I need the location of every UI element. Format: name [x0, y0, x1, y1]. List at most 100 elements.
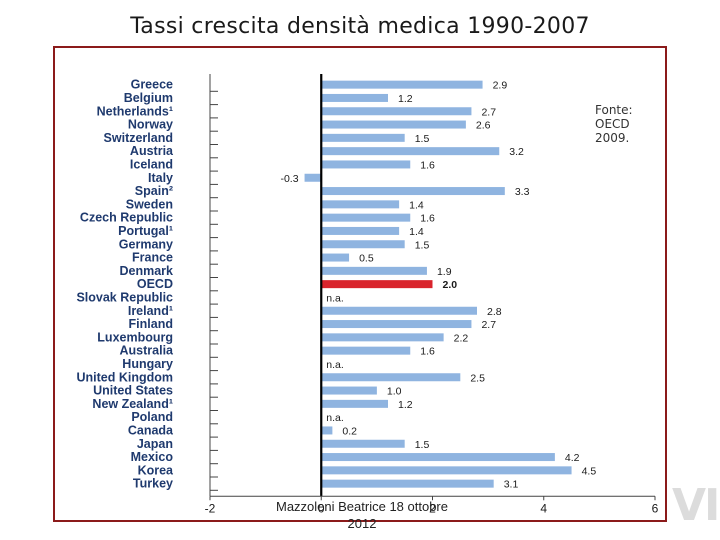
category-label: United States: [93, 384, 173, 398]
bar: [321, 346, 411, 355]
category-label: Belgium: [124, 91, 173, 105]
footer-line-2: 2012: [347, 516, 377, 531]
bar: [321, 240, 405, 249]
bar: [321, 133, 405, 142]
category-label: Greece: [131, 78, 173, 92]
x-tick-label: 4: [540, 501, 547, 515]
data-label: 4.2: [565, 452, 580, 464]
logo: VI: [672, 480, 720, 531]
bar-chart: Greece 2.9 Belgium 1.2 Netherlands¹ 2.7 Norway…: [76, 74, 659, 515]
data-label: 1.9: [437, 266, 452, 278]
category-label: Turkey: [133, 477, 173, 491]
category-label: Netherlands¹: [97, 104, 173, 118]
bar: [321, 439, 405, 448]
bar: [321, 386, 377, 395]
data-label: 1.0: [387, 386, 402, 398]
data-label: 0.2: [342, 425, 357, 437]
data-label: 1.5: [415, 439, 430, 451]
data-label: -0.3: [280, 173, 298, 185]
category-label: Portugal¹: [118, 224, 173, 238]
data-label: 2.7: [481, 106, 496, 118]
data-label: 1.4: [409, 226, 424, 238]
bar: [321, 466, 572, 475]
category-label: Germany: [119, 237, 173, 251]
bar: [321, 107, 472, 116]
x-tick-label: -2: [205, 501, 216, 515]
bar: [321, 333, 444, 342]
bar: [321, 266, 427, 275]
category-label: Austria: [130, 144, 174, 158]
category-label: Canada: [128, 423, 174, 437]
data-label: 1.6: [420, 346, 435, 358]
source-label: Fonte: OECD 2009.: [595, 103, 633, 145]
bar: [321, 120, 466, 129]
category-label: Czech Republic: [80, 211, 173, 225]
bar: [321, 479, 494, 488]
bar: [321, 320, 472, 329]
category-label: New Zealand¹: [92, 397, 173, 411]
data-label: 2.8: [487, 306, 502, 318]
bar: [321, 453, 555, 462]
data-label-na: n.a.: [326, 412, 344, 424]
category-label: Hungary: [122, 357, 173, 371]
data-label: 1.5: [415, 239, 430, 251]
x-tick-label: 6: [652, 501, 659, 515]
category-label: Denmark: [120, 264, 174, 278]
category-label: Japan: [137, 437, 173, 451]
data-label: 2.6: [476, 120, 491, 132]
data-label: 1.6: [420, 159, 435, 171]
category-label: Sweden: [126, 197, 173, 211]
bar: [321, 80, 483, 89]
data-label: 3.3: [515, 186, 530, 198]
category-label: Slovak Republic: [76, 290, 173, 304]
data-label: 2.9: [493, 80, 508, 92]
chart-frame: Fonte: OECD 2009. Greece 2.9 Belgium 1.2 Net…: [53, 46, 667, 522]
bar: [321, 426, 333, 435]
category-label: United Kingdom: [76, 370, 173, 384]
bar: [321, 213, 411, 222]
footer-text: Mazzoleni Beatrice 18 ottobre 2012: [262, 498, 462, 532]
data-label: 1.5: [415, 133, 430, 145]
category-label: Korea: [138, 463, 174, 477]
data-label: 2.7: [481, 319, 496, 331]
data-label: 0.5: [359, 253, 374, 265]
bar: [321, 93, 388, 102]
category-label: Mexico: [131, 450, 174, 464]
data-label-na: n.a.: [326, 292, 344, 304]
x-tick-label: 0: [318, 501, 325, 515]
category-label: Ireland¹: [128, 304, 173, 318]
data-label: 3.1: [504, 479, 519, 491]
x-tick-label: 2: [429, 501, 436, 515]
bar: [321, 200, 400, 209]
slide-title: Tassi crescita densità medica 1990-2007: [130, 14, 590, 39]
data-label: 1.2: [398, 399, 413, 411]
category-label: Italy: [148, 171, 173, 185]
bar: [321, 306, 477, 315]
bar: [304, 173, 322, 182]
data-label: 1.4: [409, 199, 424, 211]
bar: [321, 253, 350, 262]
data-label: 1.2: [398, 93, 413, 105]
data-label: 2.2: [454, 332, 469, 344]
bar: [321, 147, 500, 156]
category-label: Spain²: [135, 184, 173, 198]
footer-line-1: Mazzoleni Beatrice 18 ottobre: [276, 499, 448, 514]
category-label: Iceland: [130, 157, 173, 171]
category-label: Switzerland: [104, 131, 173, 145]
bar: [321, 399, 388, 408]
data-label: 2.0: [443, 279, 458, 291]
bar: [321, 160, 411, 169]
data-label: 1.6: [420, 213, 435, 225]
category-label: Luxembourg: [97, 330, 173, 344]
bar: [321, 226, 400, 235]
category-label: Finland: [129, 317, 173, 331]
data-label-na: n.a.: [326, 359, 344, 371]
data-label: 4.5: [582, 465, 597, 477]
bar: [321, 187, 505, 196]
category-label: Australia: [120, 344, 175, 358]
category-label: France: [132, 251, 173, 265]
data-label: 3.2: [509, 146, 524, 158]
bar-highlight: [321, 280, 433, 289]
bar: [321, 373, 461, 382]
category-label: OECD: [137, 277, 173, 291]
